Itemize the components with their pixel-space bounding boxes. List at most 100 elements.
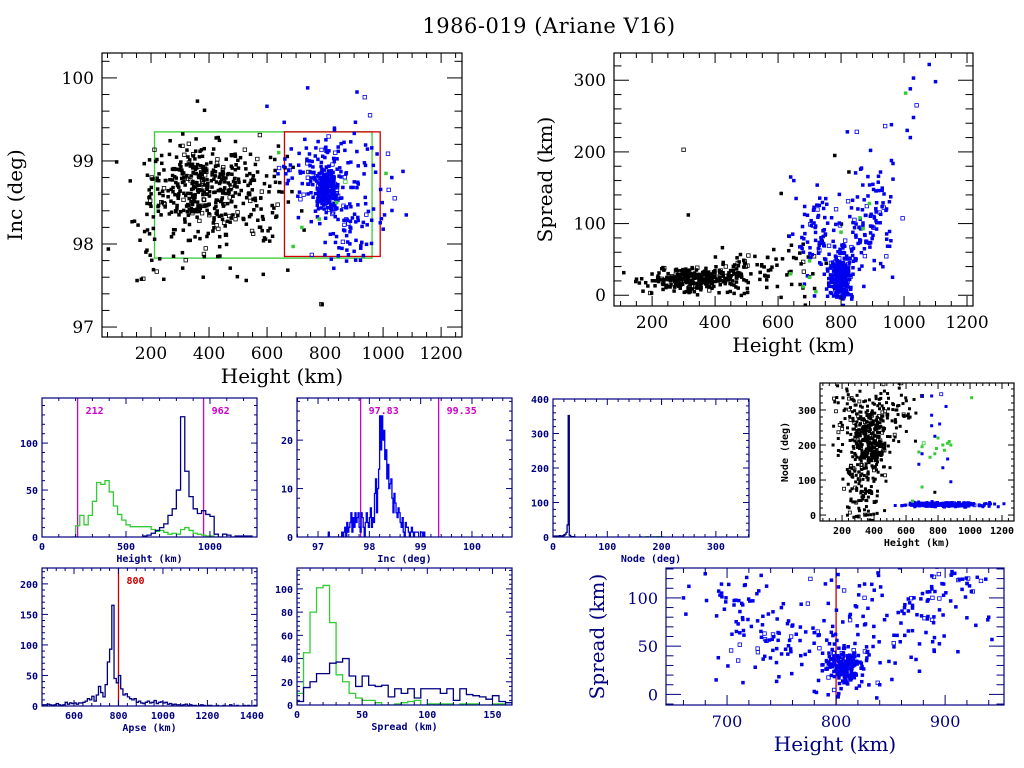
data-point [186, 155, 190, 159]
data-point [819, 235, 823, 240]
data-point [817, 633, 822, 637]
data-point [866, 606, 870, 611]
data-point [848, 470, 852, 474]
data-point [860, 405, 864, 409]
data-point [138, 238, 142, 242]
data-point [342, 140, 346, 145]
data-point [248, 181, 252, 186]
data-point [933, 505, 937, 509]
data-point [288, 163, 293, 167]
data-point [264, 174, 269, 178]
data-point [232, 176, 237, 181]
data-point [214, 200, 218, 205]
data-point [862, 473, 866, 477]
data-point [339, 169, 343, 174]
data-point [862, 232, 867, 237]
data-point [887, 659, 891, 664]
data-point [867, 183, 872, 187]
data-point [404, 213, 409, 217]
data-point [868, 458, 872, 462]
data-point [665, 275, 669, 280]
data-point [967, 584, 972, 588]
y-axis-label: Node (deg) [780, 422, 791, 482]
data-point [829, 630, 834, 635]
data-point [836, 453, 840, 457]
data-point [864, 498, 868, 502]
data-point [340, 239, 346, 244]
data-point [169, 187, 173, 192]
y-tick-label: 0 [32, 702, 38, 713]
data-point [331, 174, 336, 179]
data-point [205, 181, 210, 186]
data-point [874, 423, 878, 427]
data-point [853, 439, 857, 443]
data-point [854, 222, 858, 226]
data-point [155, 187, 160, 191]
marker-label: 212 [86, 406, 104, 417]
data-point [849, 497, 853, 501]
data-point [637, 281, 642, 285]
data-point [323, 195, 328, 200]
data-point [849, 432, 853, 436]
x-axis-label: Height (km) [116, 553, 182, 565]
data-point [148, 198, 153, 203]
data-point [963, 501, 967, 505]
data-point [859, 430, 863, 434]
data-point [933, 452, 937, 456]
data-point [361, 253, 366, 258]
data-point [847, 506, 851, 510]
data-point [941, 613, 945, 617]
data-point [870, 236, 874, 241]
data-point [762, 654, 767, 659]
data-point [168, 138, 172, 143]
data-point [822, 244, 827, 248]
data-point [694, 268, 699, 272]
data-point [850, 253, 855, 258]
data-point [719, 591, 724, 595]
data-point [187, 196, 191, 201]
data-point [739, 601, 744, 606]
data-point [857, 684, 862, 688]
data-point [836, 672, 840, 676]
histogram-blue [327, 415, 426, 537]
data-point [956, 577, 961, 583]
data-point [854, 235, 858, 239]
data-point [855, 429, 859, 433]
data-point [684, 289, 688, 294]
y-tick-label: 400 [531, 395, 549, 406]
y-tick-label: 100 [20, 641, 38, 652]
series-navy [42, 604, 257, 706]
data-point [270, 234, 275, 239]
data-point [378, 221, 383, 225]
data-point [852, 427, 856, 431]
data-point [879, 396, 883, 400]
data-point [876, 451, 880, 455]
data-point [341, 185, 345, 190]
data-point [225, 219, 230, 224]
data-point [837, 192, 842, 197]
data-point [847, 661, 852, 666]
data-point [901, 413, 905, 417]
data-point [846, 393, 850, 397]
data-point [282, 120, 286, 125]
data-point [947, 439, 951, 443]
data-point [710, 281, 714, 285]
data-point [155, 157, 159, 162]
data-point [886, 435, 890, 439]
data-point [857, 499, 861, 503]
data-point [904, 429, 908, 433]
data-point [868, 148, 873, 153]
data-point [160, 189, 165, 193]
data-point [831, 633, 835, 638]
data-point [886, 392, 890, 396]
data-point [369, 218, 374, 222]
data-point [799, 244, 804, 249]
data-point [827, 654, 832, 659]
data-point [845, 289, 849, 293]
data-point [765, 285, 769, 290]
data-point [707, 280, 711, 284]
data-point [812, 205, 816, 210]
data-point [812, 641, 816, 645]
data-point [233, 139, 238, 144]
data-point [808, 251, 812, 256]
